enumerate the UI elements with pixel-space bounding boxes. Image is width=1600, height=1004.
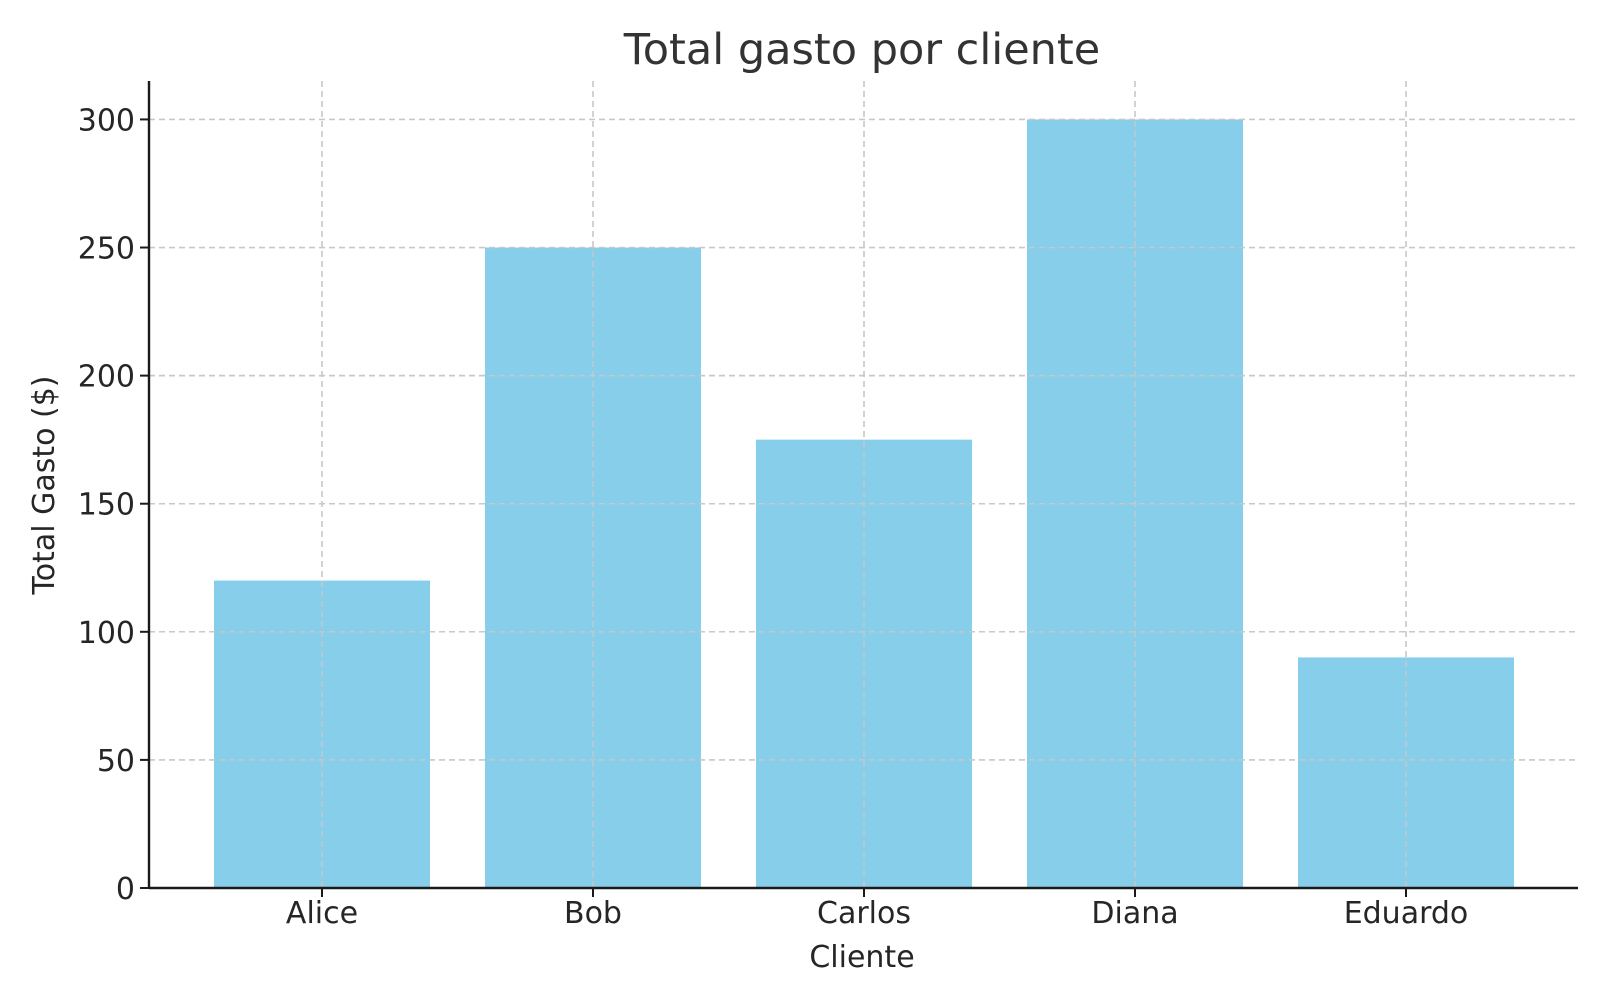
y-tick-label: 300 [78,103,135,138]
y-tick-label: 250 [78,232,135,267]
axis-layer: 0 50 100 150 200 250 300 Alice Bob Carlos Diana Edu… [78,81,1578,931]
x-axis-label: Cliente [809,940,914,975]
y-tick-label: 50 [97,744,135,779]
x-tick-label: Alice [286,896,358,931]
x-tick-label: Eduardo [1344,896,1469,931]
y-tick-label: 100 [78,616,135,651]
x-tick-label: Bob [564,896,622,931]
y-axis-label: Total Gasto ($) [27,375,62,595]
x-tick-label: Carlos [817,896,911,931]
y-tick-label: 0 [116,872,135,907]
chart-title: Total gasto por cliente [623,25,1101,75]
x-tick-label: Diana [1091,896,1178,931]
y-tick-label: 150 [78,488,135,523]
bar-layer [149,81,1578,888]
y-tick-label: 200 [78,360,135,395]
